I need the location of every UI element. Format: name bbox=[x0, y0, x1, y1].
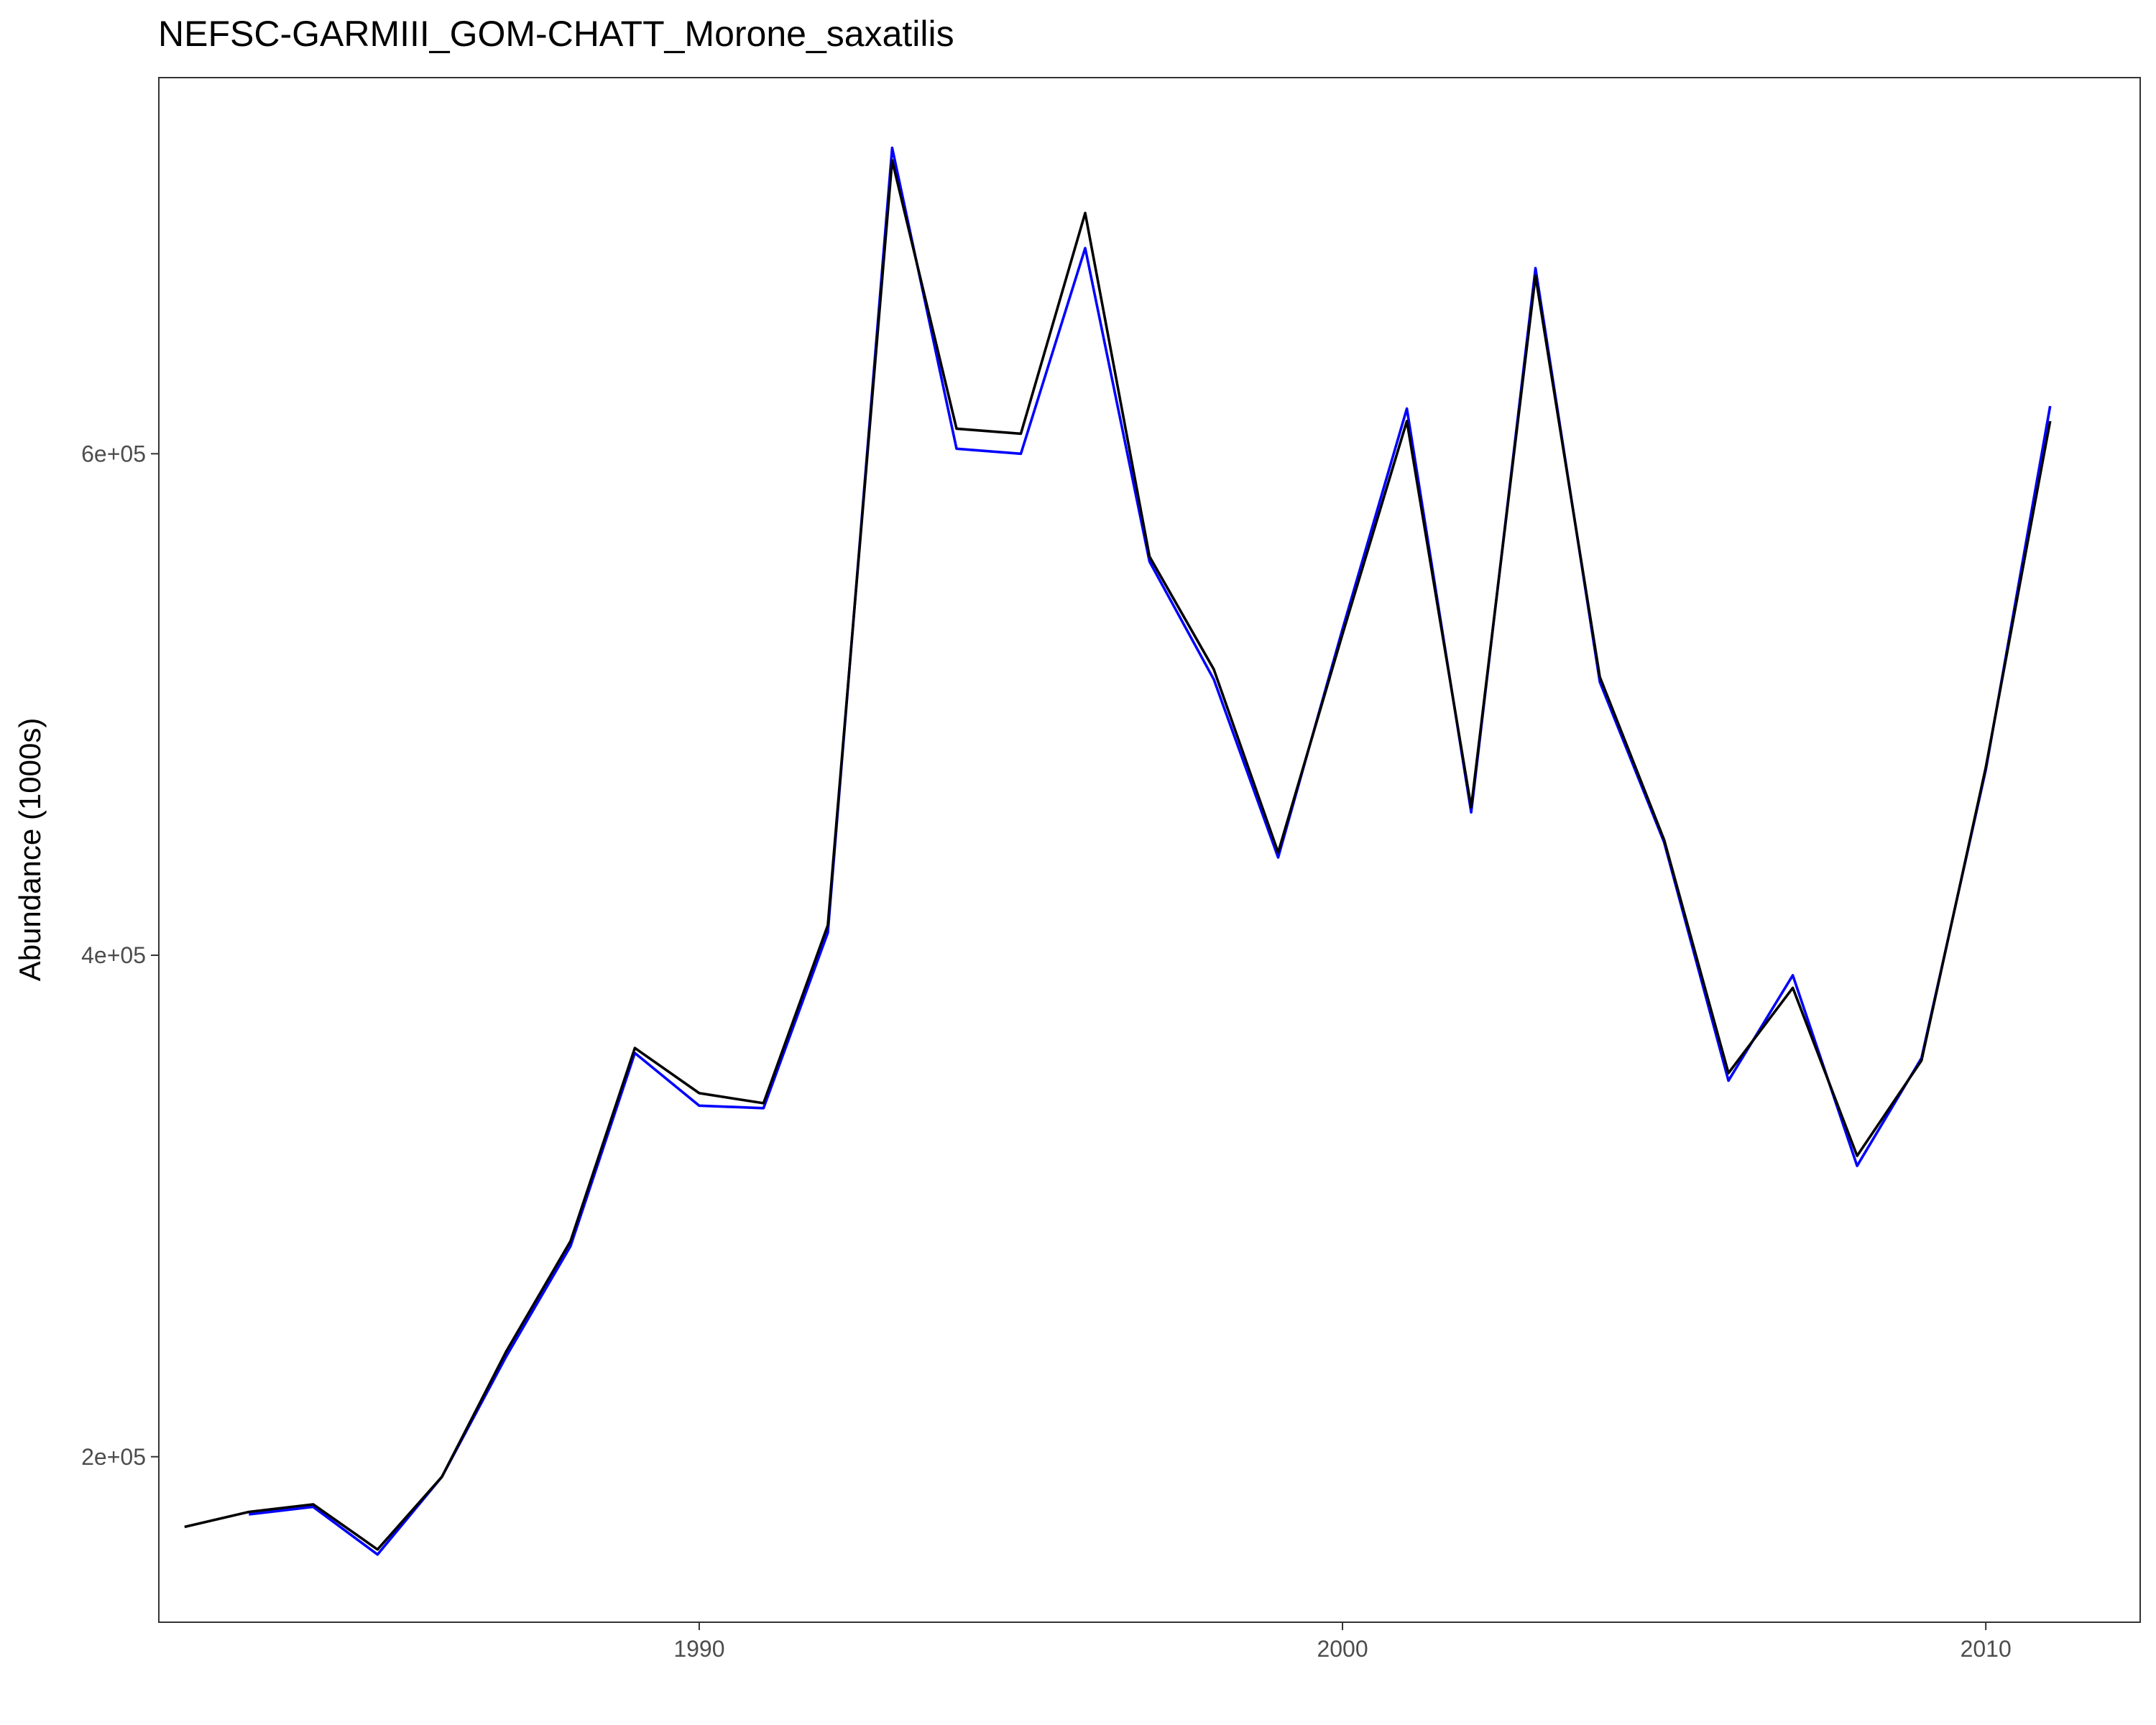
x-tick-label: 1990 bbox=[673, 1636, 724, 1662]
series-line-blue bbox=[249, 146, 2052, 1556]
axis-ticks: 1990 2000 2010 2e+05 4e+05 6e+05 bbox=[81, 441, 2012, 1662]
plot-panel bbox=[158, 77, 2141, 1623]
y-tick-label: 2e+05 bbox=[81, 1444, 146, 1470]
series-line-black bbox=[184, 159, 2052, 1551]
y-tick-label: 6e+05 bbox=[81, 441, 146, 466]
x-tick-label: 2010 bbox=[1961, 1636, 2012, 1662]
chart-title: NEFSC-GARMIII_GOM-CHATT_Morone_saxatilis bbox=[158, 14, 954, 54]
y-axis-title: Abundance (1000s) bbox=[13, 718, 47, 982]
x-tick-label: 2000 bbox=[1317, 1636, 1368, 1662]
y-tick-label: 4e+05 bbox=[81, 942, 146, 968]
series-lines bbox=[184, 146, 2052, 1556]
